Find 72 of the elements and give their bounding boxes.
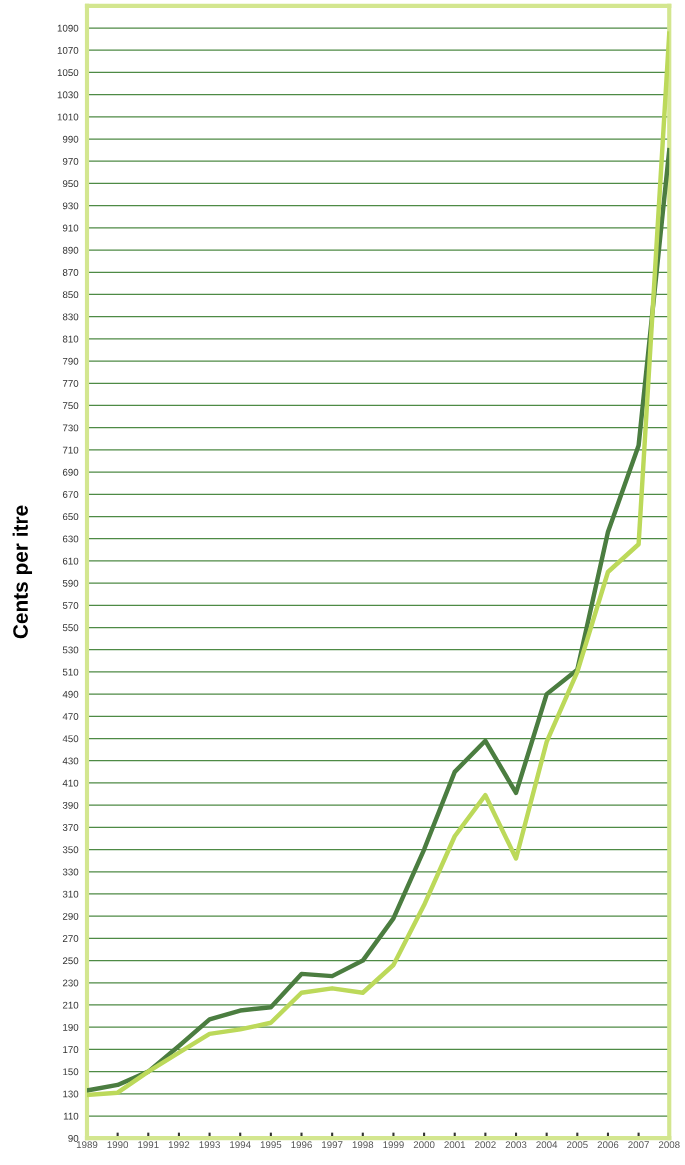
- x-tick-label: 1994: [230, 1141, 251, 1149]
- x-tick-label: 1998: [352, 1141, 374, 1149]
- y-tick-label: 730: [62, 424, 79, 432]
- y-tick-label: 90: [68, 1134, 79, 1142]
- y-tick-label: 150: [63, 1068, 79, 1076]
- y-tick-label: 110: [63, 1112, 79, 1120]
- y-tick-label: 530: [62, 646, 79, 654]
- x-tick-label: 2001: [444, 1141, 466, 1149]
- y-tick-label: 370: [62, 824, 79, 831]
- y-tick-label: 930: [62, 202, 79, 210]
- x-tick-label: 1995: [260, 1141, 282, 1149]
- y-tick-label: 970: [62, 157, 79, 165]
- y-tick-label: 850: [62, 291, 79, 299]
- y-tick-label: 630: [62, 535, 79, 543]
- y-tick-label: 1070: [57, 46, 79, 54]
- x-tick-label: 1997: [322, 1141, 343, 1149]
- x-tick-label: 1989: [76, 1141, 98, 1149]
- y-tick-label: 650: [62, 513, 79, 521]
- y-tick-label: 270: [62, 935, 79, 942]
- y-tick-label: 690: [62, 468, 79, 476]
- y-tick-label: 490: [62, 690, 79, 698]
- x-tick-label: 2000: [413, 1141, 435, 1149]
- x-tick-label: 1991: [138, 1141, 159, 1149]
- y-tick-label: 810: [62, 335, 79, 343]
- x-tick-label: 2004: [536, 1141, 558, 1149]
- y-tick-label: 1050: [57, 69, 79, 77]
- y-tick-label: 610: [62, 557, 79, 565]
- y-tick-label: 590: [62, 579, 79, 587]
- y-tick-label: 710: [62, 446, 79, 454]
- y-tick-label: 450: [62, 735, 79, 743]
- y-tick-label: 750: [62, 402, 79, 410]
- y-tick-label: 190: [63, 1023, 79, 1031]
- y-tick-label: 470: [62, 713, 79, 720]
- y-tick-label: 990: [62, 135, 79, 143]
- x-tick-label: 1993: [199, 1141, 220, 1149]
- y-tick-label: 1090: [57, 24, 79, 32]
- y-tick-label: 130: [63, 1090, 79, 1098]
- y-tick-label: 250: [62, 957, 79, 965]
- y-tick-label: 770: [62, 380, 79, 387]
- y-tick-label: 830: [62, 313, 79, 321]
- y-tick-label: 790: [62, 357, 79, 365]
- y-tick-label: 290: [62, 912, 79, 920]
- y-tick-label: 670: [62, 491, 79, 498]
- y-tick-label: 1030: [57, 91, 79, 99]
- y-tick-label: 210: [62, 1001, 79, 1009]
- x-tick-label: 1992: [168, 1141, 190, 1149]
- y-tick-label: 950: [62, 180, 79, 188]
- x-tick-label: 1999: [383, 1141, 404, 1149]
- y-tick-label: 310: [62, 890, 79, 898]
- y-tick-label: 350: [62, 846, 79, 854]
- y-tick-label: 170: [63, 1046, 79, 1054]
- y-tick-label: 430: [62, 757, 79, 765]
- x-tick-label: 1990: [107, 1141, 129, 1149]
- x-tick-label: 2006: [597, 1141, 619, 1149]
- x-tick-label: 1996: [291, 1141, 312, 1149]
- y-tick-label: 570: [62, 602, 79, 609]
- y-tick-label: 510: [62, 668, 79, 676]
- y-tick-label: 1010: [57, 113, 79, 121]
- y-axis-title: Cents per itre: [12, 505, 33, 639]
- x-tick-label: 2003: [505, 1141, 527, 1149]
- x-tick-label: 2007: [628, 1141, 649, 1149]
- y-tick-label: 890: [62, 246, 79, 254]
- y-tick-label: 410: [62, 779, 79, 787]
- y-tick-label: 550: [62, 624, 79, 632]
- y-tick-label: 330: [62, 868, 79, 876]
- y-tick-label: 870: [62, 269, 79, 276]
- x-tick-label: 2002: [475, 1141, 496, 1149]
- y-tick-label: 230: [62, 979, 79, 987]
- y-tick-label: 390: [62, 801, 79, 809]
- y-tick-label: 910: [62, 224, 79, 232]
- x-tick-label: 2005: [566, 1141, 588, 1149]
- x-tick-label: 2008: [658, 1141, 680, 1149]
